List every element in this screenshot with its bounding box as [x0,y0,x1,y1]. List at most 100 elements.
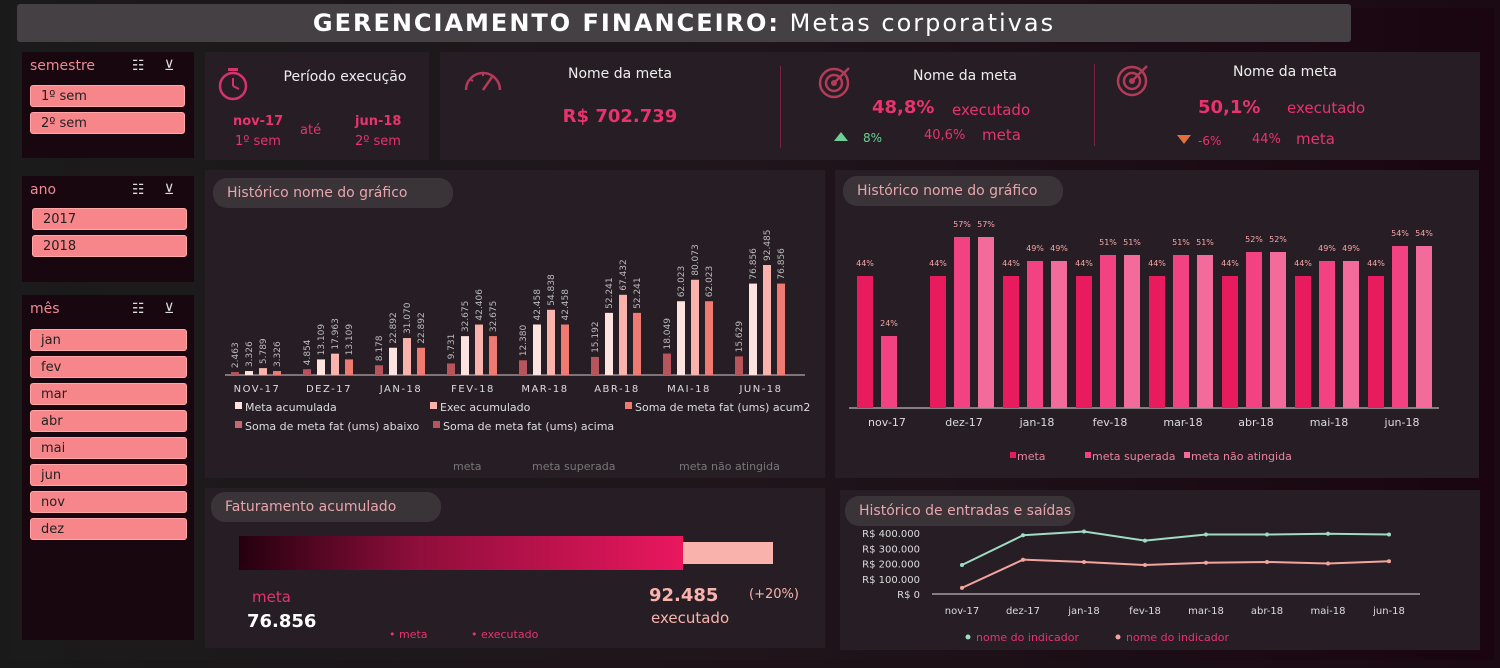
bar-2 [561,324,569,375]
chart4-panel: Histórico de entradas e saídas R$ 400.00… [840,490,1480,650]
data-label: 3.326 [245,341,255,367]
bar-2 [489,336,497,375]
x-tick: JUN-18 [738,384,782,395]
x-tick: ABR-18 [594,384,640,395]
bar-0 [533,324,541,375]
series-point [1387,532,1391,537]
data-label: 44% [856,259,874,268]
x-tick: DEZ-17 [306,384,352,395]
series-point [1326,561,1330,566]
bar-2 [417,347,425,375]
faturamento-meta-bar [239,536,683,570]
data-label: 52.241 [605,277,615,309]
bar-1 [259,368,267,375]
bar-3 [591,356,599,375]
data-label: 80.073 [691,244,701,276]
x-tick: mar-18 [1163,416,1202,429]
clear-filter-icon[interactable]: ⊻ [164,301,175,317]
bar-0 [245,371,253,375]
page-title: GERENCIAMENTO FINANCEIRO: Metas corporat… [17,4,1351,42]
clear-filter-icon[interactable]: ⊻ [164,182,175,198]
series-point [1082,559,1086,564]
bar [954,237,970,408]
target-icon [1116,65,1148,97]
x-tick: NOV-17 [234,384,281,395]
kpi2-delta: 8% [863,131,883,145]
bar-0 [605,312,613,375]
series-point [1143,563,1147,568]
data-label: 54.838 [547,274,557,306]
legend-label: nome do indicador [1126,631,1229,644]
bar-1 [475,324,483,375]
chart4-title: Histórico de entradas e saídas [845,496,1075,526]
x-tick: mai-18 [1311,606,1346,617]
x-tick: JAN-18 [379,384,422,395]
data-label: 42.406 [475,289,485,321]
kpi3-label: Nome da meta [1233,64,1337,80]
slicer-item[interactable]: fev [30,356,187,378]
divider [1094,64,1095,146]
bar-0 [677,301,685,375]
chart1-svg: 2.463 3.326 5.789 3.326 NOV-17 4.854 13.109 17.… [225,230,810,473]
bar [1319,261,1335,408]
slicer-item[interactable]: jun [30,464,187,486]
faturamento-pct: (+20%) [749,587,799,602]
y-tick: R$ 0 [897,590,920,601]
periodo-start: nov-17 [233,114,284,129]
faturamento-meta-label: meta [252,588,291,606]
bar-1 [691,279,699,375]
slicer-item[interactable]: mar [30,383,187,405]
slicer-item[interactable]: abr [30,410,187,432]
chart2-title: Histórico nome do gráfico [843,176,1063,206]
slicer-item[interactable]: jan [30,329,187,351]
multi-select-icon[interactable]: ☷ [132,58,145,74]
x-tick: jan-18 [1019,416,1055,429]
clear-filter-icon[interactable]: ⊻ [164,58,175,74]
kpi-row: Nome da meta R$ 702.739 Nome da meta 48,… [440,52,1480,160]
bar-3 [375,365,383,375]
slicer-item[interactable]: 1º sem [30,85,185,107]
multi-select-icon[interactable]: ☷ [132,301,145,317]
chart4-svg: R$ 400.000 R$ 300.000 R$ 200.000 R$ 100.000… [862,529,1420,644]
slicer-item[interactable]: dez [30,518,187,540]
bar [1100,255,1116,408]
multi-select-icon[interactable]: ☷ [132,182,145,198]
legend2-label: meta [453,460,482,473]
series-point [1204,560,1208,565]
data-label: 22.892 [417,312,427,344]
bar [1222,276,1238,408]
series-point [1082,529,1086,534]
data-label: 42.458 [561,289,571,321]
slicer-item[interactable]: mai [30,437,187,459]
slicer-item[interactable]: 2017 [32,208,187,230]
bar-1 [619,294,627,375]
bar-2 [705,301,713,375]
series-point [1387,559,1391,564]
slicer-item[interactable]: 2º sem [30,112,185,134]
data-label: 52% [1245,235,1263,244]
legend-label: Soma de meta fat (ums) acum2 [635,401,810,414]
periodo-card: Período execução nov-17 1º sem até jun-1… [205,52,429,160]
faturamento-exec-value: 92.485 [649,585,719,606]
legend-label: Meta acumulada [245,401,337,414]
legend-swatch [965,634,971,640]
data-label: 44% [1367,259,1385,268]
x-tick: jun-18 [1384,416,1420,429]
series-point [1265,532,1269,537]
data-label: 92.485 [763,230,773,262]
bar-0 [317,359,325,375]
x-tick: abr-18 [1251,606,1283,617]
x-tick: FEV-18 [451,384,495,395]
data-label: 9.731 [447,334,457,360]
target-icon [818,67,850,99]
slicer-item[interactable]: 2018 [32,235,187,257]
kpi3-pct: 50,1% [1198,97,1261,118]
periodo-end-sem: 2º sem [355,134,401,149]
data-label: 13.109 [317,324,327,356]
slicer-item[interactable]: nov [30,491,187,513]
bar-2 [273,371,281,375]
bar [1051,261,1067,408]
series-point [1265,559,1269,564]
kpi2-pct: 48,8% [872,97,935,118]
data-label: 62.023 [705,266,715,298]
